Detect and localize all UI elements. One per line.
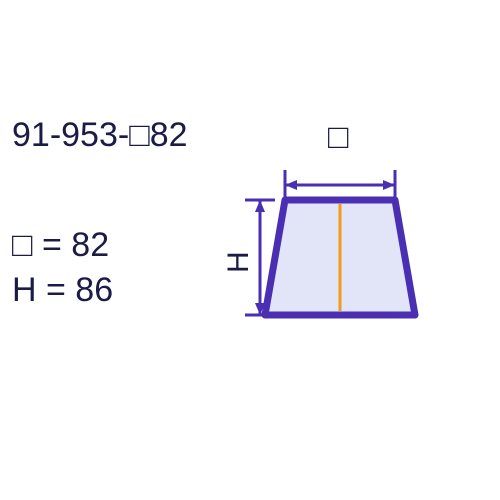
height-value: H = 86 bbox=[12, 271, 113, 310]
part-number: 91-953-□82 bbox=[12, 116, 188, 155]
diagram-canvas: 91-953-□82 □ = 82 H = 86 □ H bbox=[0, 0, 500, 500]
diameter-value: □ = 82 bbox=[12, 226, 109, 265]
top-diameter-symbol: □ bbox=[328, 118, 349, 157]
top-width-dimension bbox=[285, 170, 395, 200]
height-symbol: H bbox=[222, 251, 256, 273]
